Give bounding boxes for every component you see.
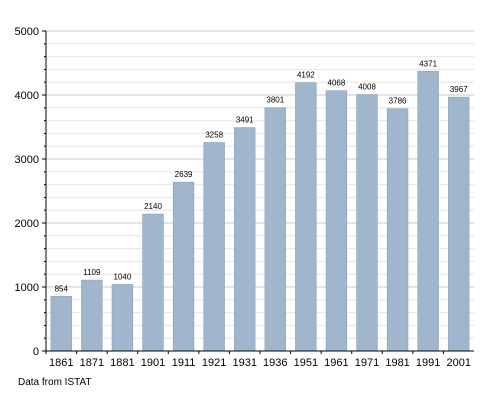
bar-1991 [417,70,439,352]
x-tick-label-1901: 1901 [141,357,165,369]
data-label-1951: 4192 [297,71,315,80]
bar-1931 [234,127,256,352]
x-tick-label-1931: 1931 [232,357,256,369]
x-tick-label-1911: 1911 [172,357,196,369]
x-tick-label-1881: 1881 [110,357,134,369]
data-labels: 854 1109 1040 2140 2639 3258 3491 3801 4192 4068 4… [55,59,469,293]
bar-1936 [264,107,286,352]
bar-1921 [203,142,225,352]
x-tick-label-1971: 1971 [355,357,379,369]
data-label-1936: 3801 [266,96,284,105]
x-tick-label-1961: 1961 [324,357,348,369]
data-label-1961: 4068 [328,79,346,88]
y-tick-label-5000: 5000 [15,26,39,38]
y-axis-ticks: 0 1000 2000 3000 4000 5000 [15,26,46,358]
y-tick-label-2000: 2000 [15,218,39,230]
x-tick-label-1951: 1951 [294,357,318,369]
data-label-1861: 854 [55,284,69,293]
data-label-1901: 2140 [144,202,162,211]
grid-lines [46,30,474,339]
data-label-1911: 2639 [175,170,193,179]
data-label-1881: 1040 [114,272,132,281]
bar-1971 [356,94,378,352]
y-tick-label-3000: 3000 [15,154,39,166]
x-tick-label-2001: 2001 [446,357,470,369]
x-tick-label-1981: 1981 [385,357,409,369]
source-note: Data from ISTAT [18,377,92,388]
axes [45,31,474,352]
bar-1861 [50,296,72,352]
x-axis-ticks: 1861 1871 1881 1901 1911 1921 1931 1936 1951 1961… [45,351,471,369]
x-tick-label-1991: 1991 [416,357,440,369]
y-tick-label-4000: 4000 [15,90,39,102]
x-tick-label-1871: 1871 [80,357,104,369]
bars [50,70,470,352]
y-tick-label-0: 0 [33,346,39,358]
bar-1871 [81,279,103,352]
x-tick-label-1861: 1861 [49,357,73,369]
data-label-2001: 3967 [450,85,468,94]
data-label-1871: 1109 [83,268,101,277]
y-tick-label-1000: 1000 [15,282,39,294]
x-tick-label-1921: 1921 [202,357,226,369]
data-label-1991: 4371 [419,59,437,68]
bar-1881 [111,284,134,352]
data-label-1971: 4008 [358,82,376,91]
bar-2001 [448,96,470,352]
bar-1951 [295,82,317,352]
data-label-1981: 3786 [389,97,407,106]
x-tick-label-1936: 1936 [263,357,287,369]
data-label-1931: 3491 [236,116,254,125]
bar-1981 [386,108,409,352]
bar-1911 [172,181,195,352]
bar-1961 [325,90,348,352]
bar-1901 [142,213,164,352]
data-label-1921: 3258 [205,130,223,139]
